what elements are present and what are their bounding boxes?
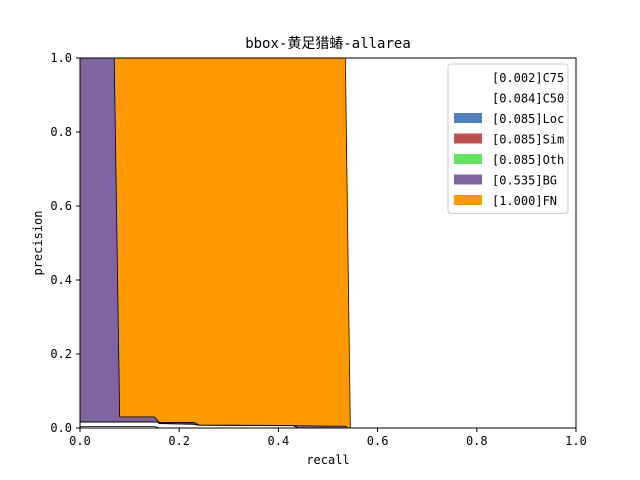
x-tick-label: 0.8 [466, 434, 488, 448]
x-tick-label: 1.0 [565, 434, 587, 448]
legend-label: [0.535]BG [492, 174, 557, 188]
y-tick-label: 1.0 [50, 51, 72, 65]
legend-swatch [454, 154, 482, 164]
legend-label: [0.084]C50 [492, 92, 564, 106]
x-axis: 0.0 0.2 0.4 0.6 0.8 1.0 [69, 428, 587, 448]
x-axis-label: recall [306, 453, 349, 467]
legend-label: [1.000]FN [492, 194, 557, 208]
legend: [0.002]C75 [0.084]C50 [0.085]Loc [0.085]Sim… [447, 63, 569, 214]
y-tick-label: 0.8 [50, 125, 72, 139]
x-tick-label: 0.2 [168, 434, 190, 448]
legend-swatch [454, 92, 482, 103]
legend-swatch [454, 133, 482, 144]
chart-title: bbox-黄足猎蝽-allarea [245, 35, 411, 52]
x-tick-label: 0.6 [367, 434, 389, 448]
legend-label: [0.085]Oth [492, 153, 564, 167]
legend-label: [0.085]Sim [492, 133, 564, 147]
y-axis-label: precision [31, 210, 45, 275]
plot-frame [79, 57, 577, 429]
legend-swatch [454, 195, 482, 205]
y-tick-label: 0.0 [50, 421, 72, 435]
legend-label: [0.002]C75 [492, 71, 564, 85]
y-tick-label: 0.2 [50, 347, 72, 361]
y-tick-label: 0.4 [50, 273, 72, 287]
y-tick-label: 0.6 [50, 199, 72, 213]
x-tick-label: 0.0 [69, 434, 91, 448]
x-tick-label: 0.4 [268, 434, 290, 448]
legend-swatch [454, 174, 482, 185]
legend-swatch [454, 72, 482, 82]
legend-label: [0.085]Loc [492, 112, 564, 126]
legend-swatch [454, 113, 482, 123]
y-axis: 0.0 0.2 0.4 0.6 0.8 1.0 [50, 51, 80, 435]
